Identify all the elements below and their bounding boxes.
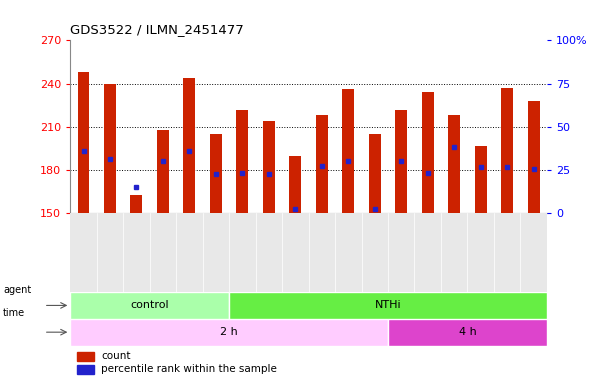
Bar bbox=[229, 292, 547, 319]
Text: 2 h: 2 h bbox=[220, 327, 238, 337]
Bar bbox=[448, 115, 460, 214]
Text: control: control bbox=[130, 300, 169, 310]
Bar bbox=[131, 195, 142, 214]
Bar bbox=[183, 78, 196, 214]
Bar bbox=[70, 319, 388, 346]
Bar bbox=[157, 130, 169, 214]
Bar bbox=[210, 134, 222, 214]
Bar bbox=[236, 109, 248, 214]
Bar bbox=[78, 364, 94, 374]
Bar bbox=[70, 292, 229, 319]
Bar bbox=[475, 146, 486, 214]
Bar bbox=[104, 84, 116, 214]
Bar bbox=[422, 92, 434, 214]
Bar bbox=[395, 109, 407, 214]
Bar bbox=[342, 89, 354, 214]
Bar bbox=[290, 156, 301, 214]
Bar bbox=[369, 134, 381, 214]
Text: GDS3522 / ILMN_2451477: GDS3522 / ILMN_2451477 bbox=[70, 23, 244, 36]
Bar bbox=[501, 88, 513, 214]
Bar bbox=[78, 352, 94, 361]
Text: NTHi: NTHi bbox=[375, 300, 401, 310]
Bar bbox=[388, 319, 547, 346]
Text: 4 h: 4 h bbox=[458, 327, 477, 337]
Text: percentile rank within the sample: percentile rank within the sample bbox=[101, 364, 277, 374]
Text: agent: agent bbox=[3, 285, 31, 295]
Bar bbox=[528, 101, 540, 214]
Text: count: count bbox=[101, 351, 131, 361]
Bar bbox=[263, 121, 275, 214]
Text: time: time bbox=[3, 308, 25, 318]
Bar bbox=[316, 115, 327, 214]
Bar bbox=[78, 72, 89, 214]
